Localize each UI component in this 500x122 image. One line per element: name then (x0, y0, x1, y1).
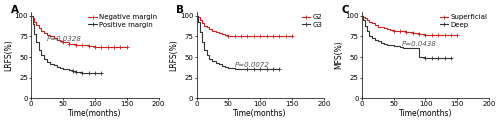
Legend: G2, G3: G2, G3 (302, 13, 323, 29)
Legend: Superficial, Deep: Superficial, Deep (440, 13, 488, 29)
Y-axis label: MFS(%): MFS(%) (334, 41, 344, 69)
Text: P=0.0072: P=0.0072 (234, 62, 270, 68)
Text: C: C (342, 5, 349, 15)
X-axis label: Time(months): Time(months) (234, 109, 287, 118)
Text: P=0.0438: P=0.0438 (402, 41, 437, 47)
X-axis label: Time(months): Time(months) (398, 109, 452, 118)
Text: B: B (176, 5, 184, 15)
Y-axis label: LRFS(%): LRFS(%) (170, 39, 178, 71)
Text: A: A (11, 5, 19, 15)
X-axis label: Time(months): Time(months) (68, 109, 122, 118)
Legend: Negative margin, Positive margin: Negative margin, Positive margin (88, 13, 158, 29)
Text: P=0.0328: P=0.0328 (47, 36, 82, 42)
Y-axis label: LRFS(%): LRFS(%) (4, 39, 13, 71)
